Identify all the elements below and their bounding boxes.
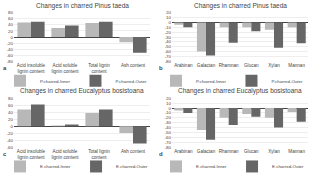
svg-text:Galactan: Galactan [197, 149, 216, 154]
svg-text:-20: -20 [165, 115, 172, 120]
svg-text:10: 10 [166, 15, 171, 20]
svg-text:0: 0 [11, 124, 14, 129]
svg-text:Ash content: Ash content [121, 63, 146, 68]
svg-text:-60: -60 [7, 145, 14, 150]
svg-text:40: 40 [8, 22, 13, 27]
svg-text:P.charred-Inner: P.charred-Inner [196, 79, 226, 84]
svg-text:Rhamnan: Rhamnan [219, 149, 239, 154]
svg-text:E.charred-Outer: E.charred-Outer [272, 164, 304, 169]
svg-text:Mannan: Mannan [288, 63, 305, 68]
svg-text:E.charred-Inner: E.charred-Inner [40, 164, 71, 169]
svg-text:-50: -50 [165, 130, 172, 135]
svg-text:-10: -10 [165, 110, 172, 115]
svg-text:0: 0 [169, 20, 172, 25]
svg-text:80: 80 [8, 96, 13, 101]
svg-text:-30: -30 [165, 120, 172, 125]
svg-text:a: a [3, 65, 7, 71]
svg-text:Changes in charred Pinus taeda: Changes in charred Pinus taeda [194, 2, 287, 10]
svg-text:E.charred-Inner: E.charred-Inner [196, 164, 227, 169]
svg-text:Acid insolublelignin content: Acid insolublelignin content [17, 149, 46, 160]
svg-text:Xylan: Xylan [268, 63, 280, 68]
svg-text:Rhamnan: Rhamnan [219, 63, 239, 68]
svg-text:d: d [159, 151, 163, 157]
svg-text:c: c [3, 151, 7, 157]
svg-text:-10: -10 [165, 25, 172, 30]
svg-text:-40: -40 [165, 39, 172, 44]
svg-text:Changes in charred Eucalyptus: Changes in charred Eucalyptus bosistoana [20, 87, 144, 95]
svg-text:Glucan: Glucan [244, 149, 259, 154]
svg-text:Acid solublelignin content: Acid solublelignin content [51, 63, 79, 74]
svg-text:Changes in charred Pinus taeda: Changes in charred Pinus taeda [36, 2, 129, 10]
svg-text:Ash content: Ash content [121, 149, 146, 154]
svg-text:-60: -60 [7, 53, 14, 58]
svg-text:Acid solublelignin content: Acid solublelignin content [51, 149, 79, 160]
svg-text:-20: -20 [165, 30, 172, 35]
svg-text:-80: -80 [165, 59, 172, 64]
svg-text:P.charred-Outer: P.charred-Outer [115, 79, 146, 84]
svg-text:0: 0 [11, 35, 14, 40]
svg-text:Arabinan: Arabinan [174, 149, 193, 154]
svg-text:10: 10 [166, 101, 171, 106]
svg-text:40: 40 [8, 110, 13, 115]
svg-text:60: 60 [8, 103, 13, 108]
svg-text:Mannan: Mannan [288, 149, 305, 154]
svg-text:-50: -50 [165, 44, 172, 49]
svg-text:20: 20 [8, 117, 13, 122]
svg-text:-60: -60 [165, 135, 172, 140]
svg-text:Total lignincontent: Total lignincontent [88, 63, 110, 74]
svg-text:-80: -80 [165, 145, 172, 150]
svg-text:Glucan: Glucan [244, 63, 259, 68]
svg-text:Total lignincontent: Total lignincontent [88, 149, 110, 160]
svg-text:20: 20 [8, 28, 13, 33]
svg-text:-70: -70 [165, 140, 172, 145]
svg-text:-20: -20 [7, 131, 14, 136]
svg-text:Changes in charred Eucalyptus: Changes in charred Eucalyptus bosistoana [178, 87, 302, 95]
svg-text:80: 80 [8, 10, 13, 15]
svg-text:-20: -20 [7, 41, 14, 46]
svg-text:Xylan: Xylan [268, 149, 280, 154]
svg-text:-40: -40 [165, 125, 172, 130]
svg-text:-40: -40 [7, 47, 14, 52]
svg-text:20: 20 [166, 10, 171, 15]
svg-text:-60: -60 [165, 49, 172, 54]
svg-text:P.charred-Outer: P.charred-Outer [271, 79, 302, 84]
svg-text:E.charred-Outer: E.charred-Outer [116, 164, 148, 169]
svg-text:-70: -70 [165, 54, 172, 59]
svg-text:20: 20 [166, 96, 171, 101]
svg-text:Arabinan: Arabinan [174, 63, 193, 68]
svg-text:-30: -30 [165, 35, 172, 40]
svg-text:b: b [159, 65, 163, 71]
svg-text:Galactan: Galactan [197, 63, 216, 68]
svg-text:0: 0 [169, 106, 172, 111]
svg-text:-40: -40 [7, 138, 14, 143]
svg-text:-80: -80 [7, 59, 14, 64]
svg-text:Acid insolublelignin content: Acid insolublelignin content [17, 63, 46, 74]
svg-text:60: 60 [8, 16, 13, 21]
svg-text:P.charred-Inner: P.charred-Inner [40, 79, 70, 84]
